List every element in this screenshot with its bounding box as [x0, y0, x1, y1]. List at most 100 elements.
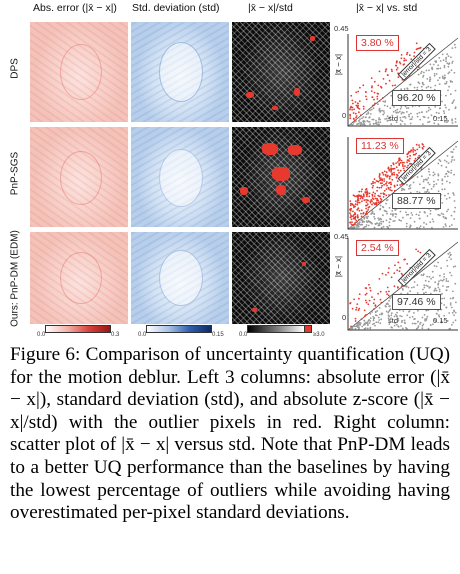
outlier-point	[379, 290, 382, 293]
outlier-point	[351, 99, 354, 102]
inlier-point	[437, 283, 439, 286]
inlier-point	[451, 47, 454, 49]
outlier-point	[354, 216, 357, 219]
inlier-point	[409, 184, 412, 186]
outlier-point	[356, 214, 359, 217]
outlier-point	[353, 119, 356, 122]
inlier-point	[447, 280, 449, 283]
inlier-point	[422, 226, 425, 229]
inlier-point	[358, 327, 360, 330]
outlier-point	[385, 274, 387, 276]
outlier-point	[354, 112, 357, 115]
inlier-point	[437, 309, 439, 312]
outlier-point	[381, 184, 383, 187]
inlier-point	[365, 113, 368, 116]
outlier-point	[367, 303, 370, 306]
inlier-point	[377, 224, 380, 227]
inlier-point	[349, 123, 352, 126]
inlier-point	[367, 224, 370, 227]
inlier-point	[393, 324, 396, 327]
inlier-point	[383, 209, 386, 212]
inlier-point	[445, 58, 447, 60]
inlier-point	[363, 217, 366, 220]
inlier-point	[434, 60, 437, 63]
inlier-point	[446, 259, 448, 262]
outlier-point	[354, 317, 357, 320]
inlier-point	[362, 120, 364, 123]
inlier-point	[427, 285, 429, 288]
outlier-point	[351, 202, 353, 205]
inlier-point	[451, 324, 453, 326]
outlier-point	[379, 177, 382, 180]
inlier-point	[438, 159, 441, 161]
outlier-point	[365, 314, 367, 316]
inlier-point	[450, 214, 453, 217]
inlier-point	[377, 316, 380, 319]
inlier-point	[423, 116, 426, 119]
outlier-point	[375, 201, 378, 204]
inlier-point	[367, 112, 370, 115]
outlier-point	[387, 74, 389, 76]
inlier-point	[437, 64, 440, 67]
outlier-point	[365, 301, 368, 304]
inlier-point	[384, 305, 387, 307]
outlier-point	[363, 309, 366, 312]
inlier-point	[371, 311, 373, 313]
inlier-point	[436, 67, 438, 70]
outlier-point	[352, 194, 355, 197]
inlier-point	[453, 309, 455, 312]
inlier-point	[422, 187, 425, 189]
outlier-point	[368, 283, 370, 286]
inlier-point	[403, 115, 406, 118]
outlier-point	[362, 193, 365, 196]
outlier-point	[358, 195, 361, 197]
outlier-point	[360, 114, 362, 117]
outlier-point	[378, 278, 381, 280]
outlier-point	[412, 151, 415, 153]
inlier-point	[444, 223, 447, 226]
inlier-point	[382, 110, 385, 112]
cbar-std-min: 0.0	[138, 332, 147, 338]
outlier-point	[378, 201, 380, 204]
inlier-point	[427, 177, 430, 179]
outlier-point	[358, 209, 361, 212]
inlier-point	[400, 88, 403, 91]
outlier-point	[374, 197, 377, 200]
inlier-point	[425, 223, 428, 226]
inlier-point	[445, 280, 448, 282]
outlier-point	[352, 217, 355, 220]
inlier-point	[357, 326, 359, 329]
outlier-point	[353, 206, 355, 209]
outlier-point	[380, 301, 383, 304]
outlier-point	[384, 70, 387, 73]
inlier-point	[423, 221, 425, 224]
inlier-point	[421, 111, 423, 114]
inlier-point	[384, 118, 386, 120]
inlier-point	[370, 212, 373, 215]
outlier-point	[366, 210, 368, 213]
inlier-point	[403, 188, 406, 191]
outlier-point	[422, 143, 424, 146]
inlier-point	[379, 204, 382, 207]
scatter-ymin-dps: 0	[342, 111, 347, 120]
inlier-point	[361, 123, 363, 126]
inlier-point	[378, 307, 381, 309]
scatter-xlabel-pnp-dm: std	[388, 316, 399, 325]
inlier-point	[444, 104, 446, 107]
outlier-point	[388, 290, 390, 293]
inlier-point	[448, 71, 451, 74]
outlier-point	[400, 272, 403, 275]
outlier-point	[381, 178, 384, 181]
outlier-point	[357, 102, 359, 105]
inlier-point	[382, 206, 385, 209]
row-label-pnp-dm: Ours: PnP-DM (EDM)	[9, 230, 21, 327]
outlier-point	[384, 173, 387, 176]
inlier-point	[445, 166, 448, 169]
inlier-point	[425, 317, 428, 320]
inlier-point	[440, 308, 443, 311]
outlier-point	[390, 276, 393, 279]
outlier-point	[388, 182, 390, 185]
inlier-point	[424, 318, 426, 320]
inlier-point	[453, 173, 455, 176]
inlier-point	[422, 76, 424, 78]
